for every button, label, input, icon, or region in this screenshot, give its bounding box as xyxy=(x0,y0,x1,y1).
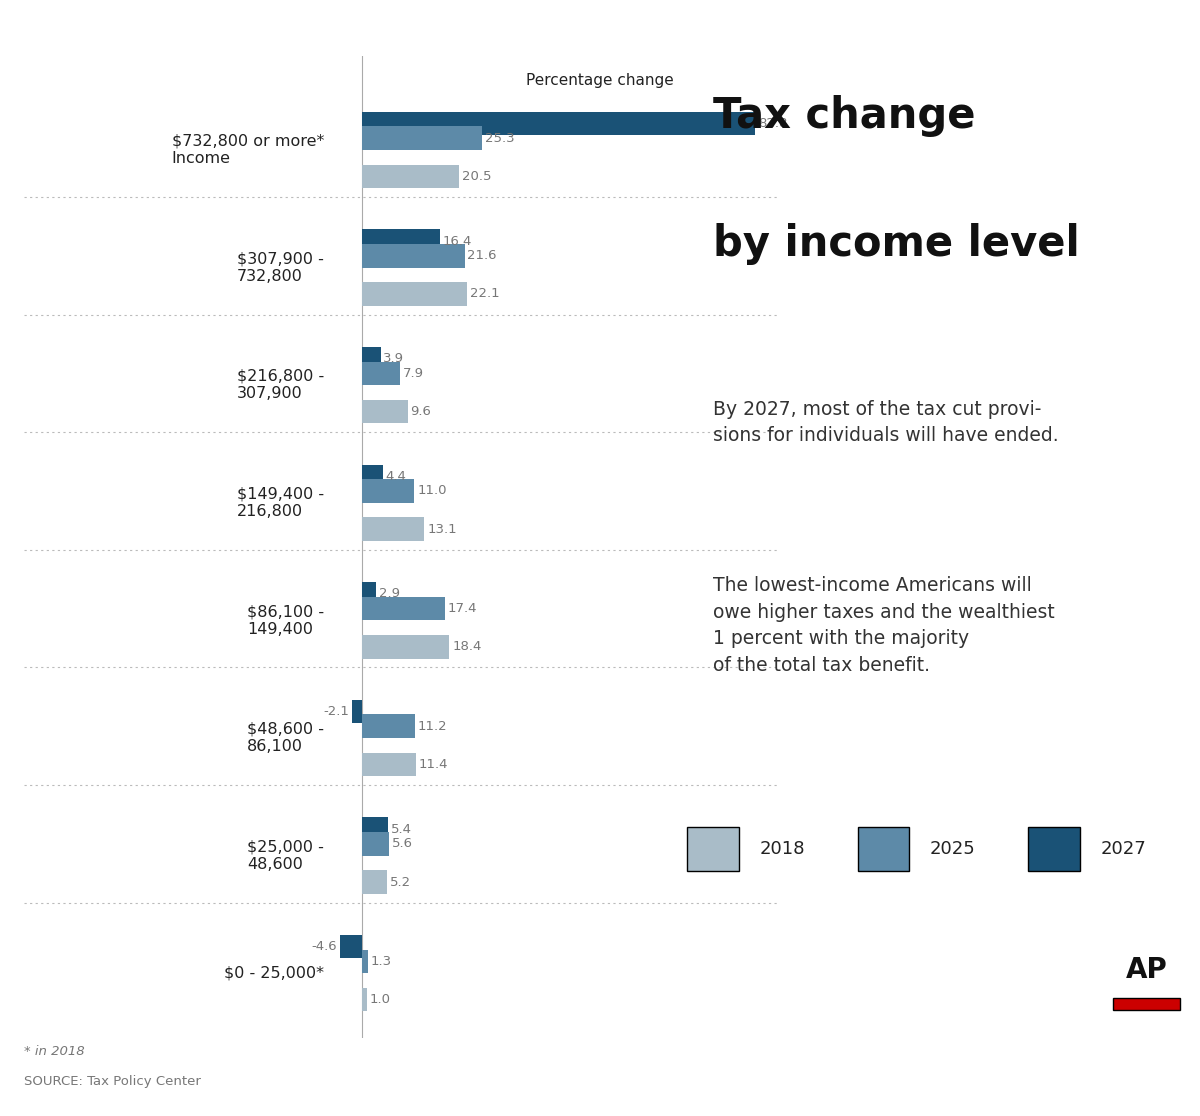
Text: 17.4: 17.4 xyxy=(448,603,478,615)
Bar xyxy=(362,244,464,268)
Bar xyxy=(352,700,362,723)
Bar xyxy=(362,597,445,620)
Bar xyxy=(362,950,368,973)
Text: 20.5: 20.5 xyxy=(462,170,492,183)
Text: -2.1: -2.1 xyxy=(323,705,349,718)
Text: $25,000 -
48,600: $25,000 - 48,600 xyxy=(247,839,324,872)
FancyBboxPatch shape xyxy=(858,827,910,870)
Text: 1.3: 1.3 xyxy=(371,955,392,968)
Text: 2018: 2018 xyxy=(760,840,805,858)
Text: 3.9: 3.9 xyxy=(383,353,404,365)
Text: AP: AP xyxy=(1126,956,1168,984)
FancyBboxPatch shape xyxy=(688,827,739,870)
Text: $86,100 -
149,400: $86,100 - 149,400 xyxy=(247,604,324,636)
Text: By 2027, most of the tax cut provi-
sions for individuals will have ended.: By 2027, most of the tax cut provi- sion… xyxy=(713,400,1058,445)
Bar xyxy=(362,112,755,135)
Text: 11.4: 11.4 xyxy=(419,758,449,771)
Bar xyxy=(362,164,460,189)
Text: 5.4: 5.4 xyxy=(390,822,412,836)
Text: 2025: 2025 xyxy=(930,840,976,858)
Bar xyxy=(362,833,389,856)
Text: * in 2018: * in 2018 xyxy=(24,1045,85,1058)
Text: 82.8: 82.8 xyxy=(758,117,787,129)
FancyBboxPatch shape xyxy=(1114,998,1181,1010)
Text: 11.0: 11.0 xyxy=(418,484,446,498)
Text: $149,400 -
216,800: $149,400 - 216,800 xyxy=(236,487,324,519)
Text: 1.0: 1.0 xyxy=(370,993,391,1007)
Bar xyxy=(340,935,362,959)
Bar xyxy=(362,479,414,502)
Text: 11.2: 11.2 xyxy=(418,720,448,733)
Text: $0 - 25,000*: $0 - 25,000* xyxy=(224,965,324,981)
Text: 16.4: 16.4 xyxy=(443,234,472,248)
Bar xyxy=(362,229,440,253)
Text: by income level: by income level xyxy=(713,223,1080,264)
Text: 4.4: 4.4 xyxy=(385,470,407,483)
Bar xyxy=(362,635,449,658)
Bar xyxy=(362,282,467,306)
Bar xyxy=(362,988,367,1011)
Text: 2027: 2027 xyxy=(1100,840,1146,858)
Bar xyxy=(362,583,376,606)
Text: Percentage change: Percentage change xyxy=(526,74,673,88)
Bar xyxy=(362,347,380,371)
Text: 9.6: 9.6 xyxy=(410,405,431,418)
Text: 7.9: 7.9 xyxy=(402,367,424,379)
Bar xyxy=(362,400,408,423)
Bar xyxy=(362,362,400,385)
Bar xyxy=(362,518,425,541)
Bar xyxy=(362,752,416,777)
Bar xyxy=(362,714,415,738)
Text: $48,600 -
86,100: $48,600 - 86,100 xyxy=(247,722,324,754)
Bar xyxy=(362,126,482,150)
Text: -4.6: -4.6 xyxy=(312,940,337,953)
Text: 2.9: 2.9 xyxy=(379,587,400,600)
Text: 22.1: 22.1 xyxy=(470,288,499,300)
Text: 21.6: 21.6 xyxy=(468,249,497,262)
Text: The lowest-income Americans will
owe higher taxes and the wealthiest
1 percent w: The lowest-income Americans will owe hig… xyxy=(713,576,1055,675)
FancyBboxPatch shape xyxy=(1028,827,1080,870)
Bar xyxy=(362,870,386,894)
Text: $307,900 -
732,800: $307,900 - 732,800 xyxy=(238,251,324,283)
Text: $216,800 -
307,900: $216,800 - 307,900 xyxy=(236,369,324,402)
Text: 25.3: 25.3 xyxy=(485,132,515,145)
Bar xyxy=(362,464,383,488)
Text: $732,800 or more*
Income: $732,800 or more* Income xyxy=(172,134,324,166)
Text: 13.1: 13.1 xyxy=(427,522,457,536)
Text: 5.2: 5.2 xyxy=(390,876,410,888)
Bar xyxy=(362,817,388,840)
Text: SOURCE: Tax Policy Center: SOURCE: Tax Policy Center xyxy=(24,1075,200,1088)
Text: Tax change: Tax change xyxy=(713,95,976,137)
Text: 18.4: 18.4 xyxy=(452,641,481,653)
Text: 5.6: 5.6 xyxy=(391,837,413,850)
